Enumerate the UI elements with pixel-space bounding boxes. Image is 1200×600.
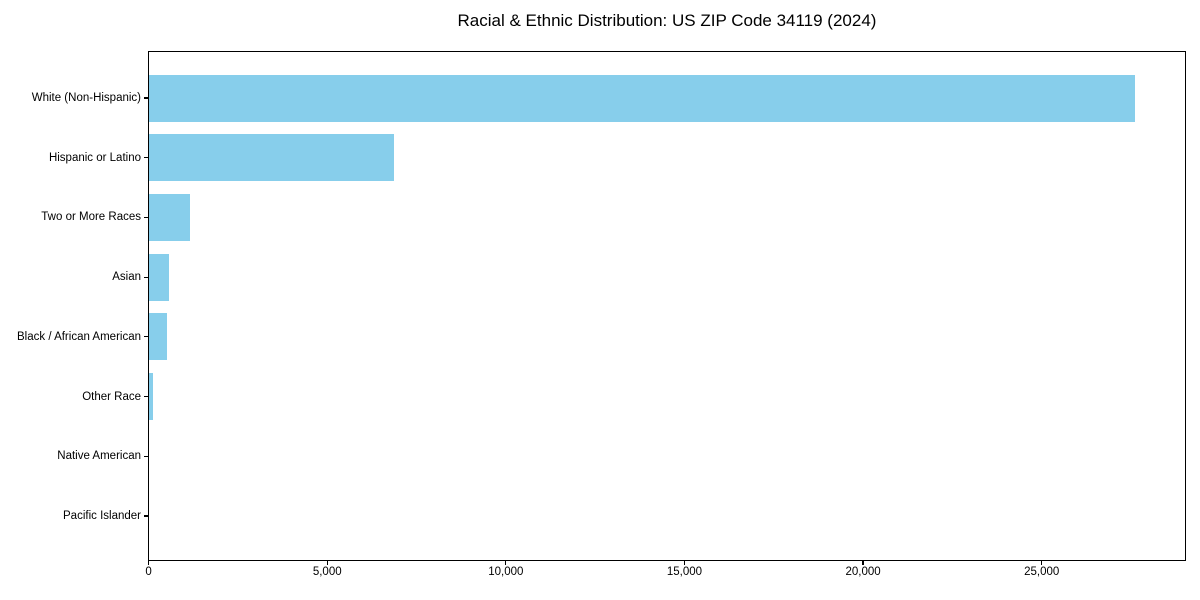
bar-other-race: [149, 373, 153, 421]
y-tick-other-race: [143, 395, 148, 398]
y-tick-two-or-more-races: [143, 216, 148, 218]
y-tick-label-native-american: Native American: [57, 450, 141, 463]
plot-area: [148, 51, 1186, 561]
y-tick-label-asian: Asian: [112, 271, 141, 284]
x-tick-label-10-000: 10,000: [488, 566, 524, 578]
y-tick-white-non-hispanic: [143, 97, 148, 99]
bar-hispanic-or-latino: [149, 134, 395, 182]
bar-white-non-hispanic: [149, 74, 1135, 122]
y-tick-label-two-or-more-races: Two or More Races: [41, 211, 141, 224]
x-tick-5-000: [326, 560, 328, 565]
x-tick-label-0: 0: [145, 566, 152, 578]
bar-black-african-american: [149, 313, 167, 361]
x-tick-20-000: [862, 560, 864, 565]
x-tick-10-000: [505, 560, 507, 565]
y-tick-native-american: [143, 455, 148, 457]
x-tick-label-20-000: 20,000: [845, 566, 881, 578]
bar-asian: [149, 253, 169, 301]
bar-two-or-more-races: [149, 193, 191, 241]
x-tick-label-15-000: 15,000: [666, 566, 703, 578]
y-tick-label-black-african-american: Black / African American: [17, 330, 141, 343]
chart-title: Racial & Ethnic Distribution: US ZIP Cod…: [457, 11, 877, 30]
y-tick-black-african-american: [143, 336, 148, 338]
x-tick-label-25-000: 25,000: [1024, 566, 1060, 578]
x-tick-0: [148, 560, 150, 565]
y-tick-label-white-non-hispanic: White (Non-Hispanic): [31, 92, 141, 104]
y-tick-label-pacific-islander: Pacific Islander: [63, 509, 141, 522]
y-tick-label-other-race: Other Race: [82, 390, 141, 403]
x-tick-15-000: [683, 560, 686, 565]
y-tick-asian: [143, 276, 148, 278]
y-tick-pacific-islander: [143, 515, 148, 517]
x-tick-label-5-000: 5,000: [312, 566, 342, 578]
y-tick-hispanic-or-latino: [143, 157, 148, 159]
x-tick-25-000: [1041, 560, 1043, 565]
y-tick-label-hispanic-or-latino: Hispanic or Latino: [48, 151, 141, 164]
